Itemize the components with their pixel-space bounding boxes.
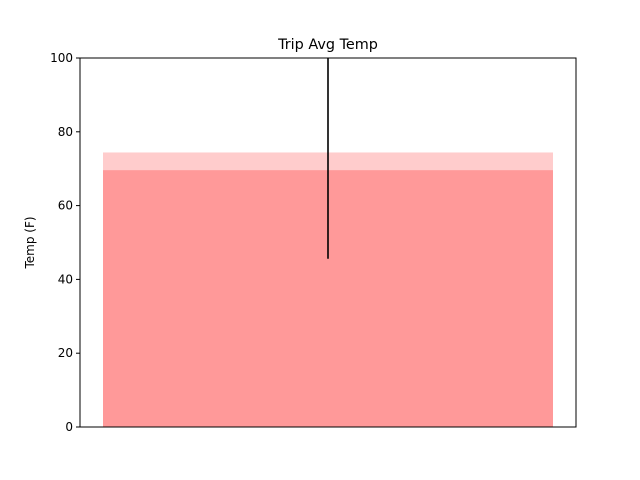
chart-title: Trip Avg Temp: [277, 37, 378, 53]
axes-frame: [79, 57, 577, 428]
y-axis-ticks: 0 20 40 60 80 100: [50, 51, 80, 434]
y-tick-label: 60: [58, 199, 73, 213]
y-tick-label: 100: [50, 51, 73, 65]
y-tick-label: 40: [58, 272, 73, 286]
plot-area: [103, 58, 553, 428]
y-tick-label: 0: [65, 420, 73, 434]
y-tick-label: 80: [58, 125, 73, 139]
y-axis-label: Temp (F): [23, 216, 37, 269]
y-tick-label: 20: [58, 346, 73, 360]
